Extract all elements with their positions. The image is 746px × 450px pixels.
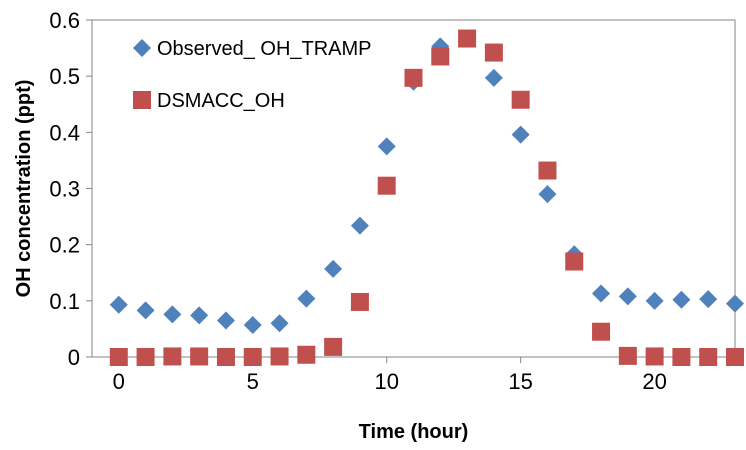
square-point <box>511 90 530 109</box>
diamond-point <box>163 305 182 324</box>
diamond-point <box>592 284 611 303</box>
diamond-point <box>726 294 744 313</box>
diamond-point <box>484 68 503 87</box>
square-point <box>618 346 637 365</box>
diamond-point <box>324 259 343 278</box>
x-tick-label: 10 <box>374 369 398 394</box>
legend-label-dsmacc: DSMACC_OH <box>157 90 285 112</box>
diamond-point <box>699 290 718 309</box>
diamond-point <box>538 185 557 204</box>
y-tick-label: 0.3 <box>49 177 80 202</box>
square-point <box>377 176 396 195</box>
tick-labels: 0 0.1 0.2 0.3 0.4 0.5 0.6 0 5 10 15 20 <box>49 8 666 394</box>
diamond-point <box>216 311 235 330</box>
diamond-point <box>645 291 664 310</box>
square-point <box>109 348 128 366</box>
y-tick-label: 0.4 <box>49 120 80 145</box>
x-tick-label: 20 <box>642 369 666 394</box>
legend-marker-observed <box>133 39 151 57</box>
series-dsmacc <box>109 29 744 366</box>
square-point <box>592 322 611 341</box>
y-axis-title: OH concentration (ppt) <box>13 80 35 298</box>
square-point <box>431 47 450 66</box>
diamond-point <box>190 306 209 325</box>
y-tick-label: 0.2 <box>49 233 80 258</box>
y-tick-label: 0.6 <box>49 8 80 33</box>
square-point <box>726 348 744 366</box>
series-observed <box>109 29 744 334</box>
x-tick-label: 15 <box>508 369 532 394</box>
diamond-point <box>297 289 316 308</box>
square-point <box>565 252 584 271</box>
square-point <box>404 68 423 87</box>
square-point <box>672 348 691 366</box>
diamond-point <box>350 216 369 235</box>
x-tick-label: 0 <box>113 369 125 394</box>
y-tick-label: 0.5 <box>49 64 80 89</box>
square-point <box>350 292 369 311</box>
x-axis-title: Time (hour) <box>359 421 469 443</box>
square-point <box>538 161 557 180</box>
diamond-point <box>618 287 637 306</box>
y-tick-label: 0 <box>68 345 80 370</box>
square-point <box>216 348 235 366</box>
square-point <box>458 29 477 48</box>
diamond-point <box>243 315 262 334</box>
square-point <box>190 347 209 366</box>
square-point <box>645 347 664 366</box>
legend-marker-dsmacc <box>133 91 151 109</box>
diamond-point <box>511 125 530 144</box>
square-point <box>297 345 316 364</box>
square-point <box>484 43 503 62</box>
square-point <box>243 348 262 366</box>
square-point <box>270 347 289 366</box>
diamond-point <box>109 295 128 314</box>
legend-label-observed: Observed_ OH_TRAMP <box>157 38 372 60</box>
square-point <box>163 347 182 366</box>
series-markers <box>109 29 744 366</box>
x-tick-label: 5 <box>247 369 259 394</box>
y-tick-label: 0.1 <box>49 289 80 314</box>
diamond-point <box>672 290 691 309</box>
diamond-point <box>136 301 155 320</box>
diamond-point <box>377 137 396 156</box>
square-point <box>699 348 718 366</box>
square-point <box>324 337 343 356</box>
diamond-point <box>270 314 289 333</box>
square-point <box>136 348 155 366</box>
legend: Observed_ OH_TRAMP DSMACC_OH <box>133 38 372 112</box>
